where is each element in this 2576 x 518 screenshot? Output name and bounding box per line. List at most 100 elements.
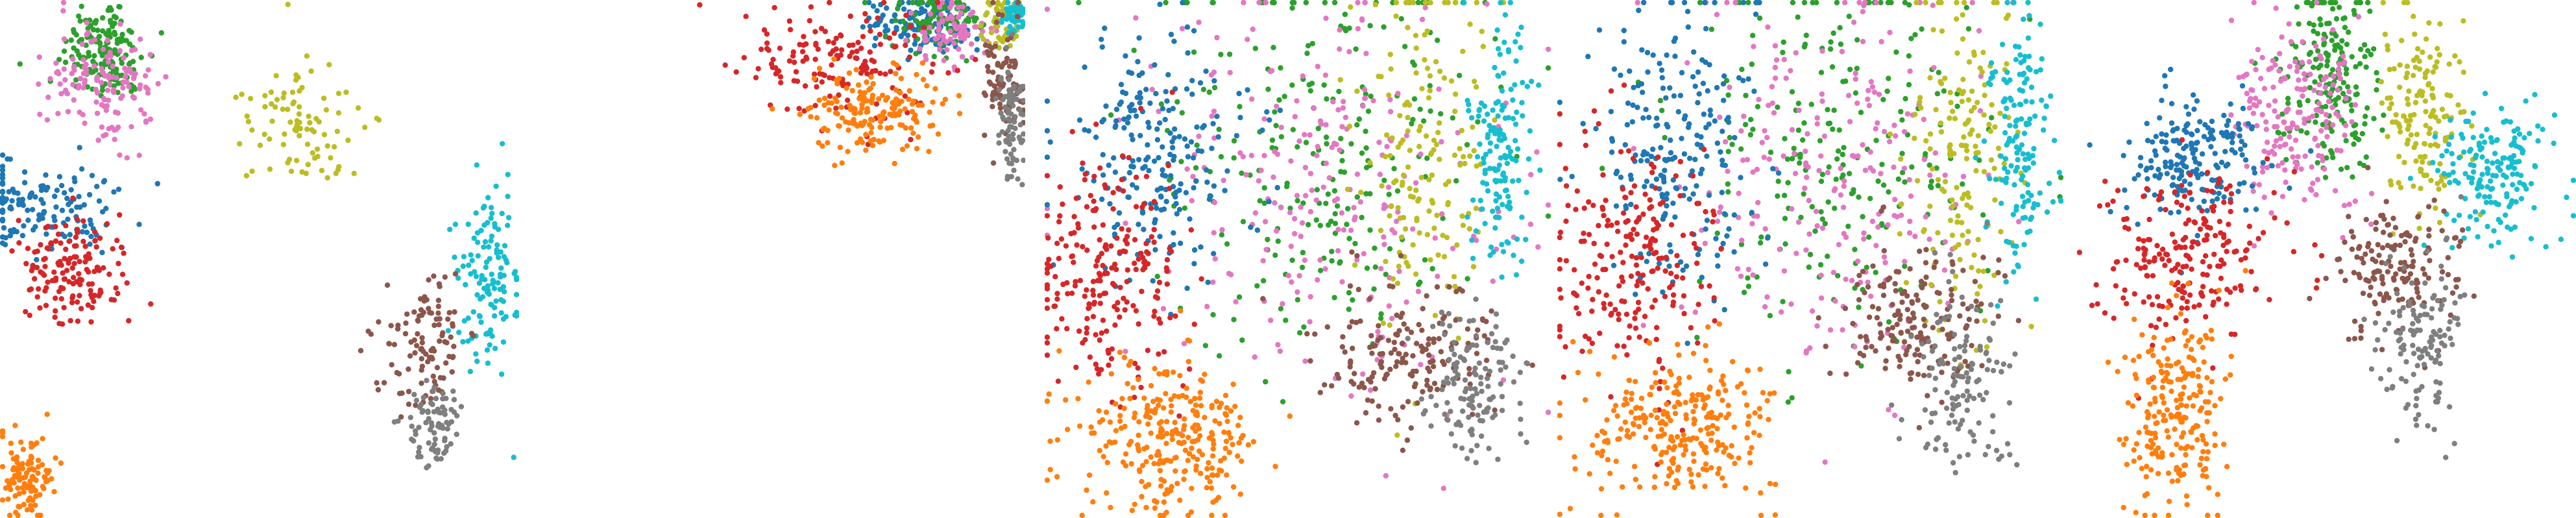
scatter-point [78, 306, 84, 312]
scatter-point [947, 29, 953, 34]
scatter-point [1446, 311, 1452, 317]
scatter-point [1097, 237, 1102, 243]
scatter-point [1789, 206, 1795, 212]
scatter-point [1873, 138, 1879, 143]
scatter-point [1869, 218, 1876, 225]
scatter-point [433, 316, 439, 322]
scatter-point [1458, 395, 1464, 401]
scatter-point [1633, 291, 1638, 297]
scatter-point [1196, 133, 1202, 140]
scatter-point [1666, 465, 1672, 472]
scatter-point [1505, 115, 1512, 121]
scatter-point [1719, 397, 1725, 403]
scatter-point [1528, 171, 1534, 178]
scatter-point [901, 6, 907, 12]
scatter-point [1090, 292, 1097, 298]
scatter-point [1575, 311, 1582, 317]
scatter-point [1832, 186, 1838, 192]
scatter-point [1674, 253, 1680, 259]
scatter-point [492, 221, 498, 227]
scatter-point [1093, 263, 1099, 269]
scatter-point [868, 85, 873, 92]
scatter-point [1642, 243, 1647, 249]
scatter-point [1287, 205, 1293, 211]
scatter-point [1156, 154, 1161, 161]
scatter-point [24, 507, 30, 513]
scatter-point [1361, 86, 1368, 93]
scatter-point [1579, 280, 1585, 286]
scatter-point [1653, 380, 1659, 386]
scatter-point [1775, 170, 1782, 176]
scatter-point [79, 228, 86, 235]
scatter-point [1499, 408, 1505, 413]
scatter-point [1679, 136, 1684, 142]
scatter-point [417, 445, 422, 450]
scatter-point [1449, 347, 1455, 352]
scatter-point [1267, 117, 1272, 123]
scatter-point [1084, 330, 1089, 336]
scatter-point [869, 117, 876, 123]
scatter-point [99, 87, 105, 93]
scatter-point [1262, 219, 1269, 225]
scatter-point [1581, 230, 1586, 236]
scatter-point [990, 0, 996, 6]
scatter-point [1818, 69, 1825, 75]
scatter-point [501, 289, 507, 295]
scatter-point [376, 319, 382, 325]
scatter-point [1011, 95, 1017, 101]
scatter-point [1819, 48, 1825, 54]
scatter-point [1473, 228, 1479, 234]
scatter-point [1156, 351, 1161, 357]
scatter-point [30, 262, 36, 269]
scatter-point [1360, 371, 1366, 377]
scatter-point [40, 201, 46, 206]
scatter-point [1601, 212, 1607, 219]
scatter-point [1139, 463, 1146, 469]
scatter-point [1642, 191, 1648, 197]
scatter-point [1007, 23, 1013, 30]
scatter-point [1261, 116, 1267, 122]
scatter-point [448, 334, 454, 340]
scatter-point [1097, 448, 1102, 454]
scatter-point [1124, 299, 1130, 305]
scatter-point [1466, 402, 1472, 408]
scatter-point [960, 34, 966, 40]
scatter-point [999, 19, 1004, 25]
scatter-point [1656, 260, 1662, 267]
scatter-point [1184, 386, 1189, 391]
scatter-point [1433, 142, 1440, 147]
scatter-point [1309, 40, 1315, 47]
scatter-point [1212, 256, 1218, 262]
scatter-point [1413, 45, 1419, 51]
scatter-point [1192, 422, 1198, 428]
scatter-point [1216, 353, 1222, 359]
scatter-point [93, 244, 99, 250]
scatter-point [1055, 378, 1062, 384]
scatter-point [1590, 297, 1596, 302]
scatter-point [869, 143, 876, 149]
scatter-point [34, 440, 40, 446]
scatter-point [1151, 314, 1157, 319]
scatter-point [33, 477, 39, 484]
scatter-point [1452, 443, 1458, 449]
scatter-point [55, 110, 61, 117]
scatter-point [1206, 89, 1212, 95]
scatter-point [415, 454, 421, 460]
scatter-point [1879, 162, 1885, 167]
scatter-point [1091, 301, 1097, 307]
scatter-point [1254, 227, 1261, 233]
scatter-point [56, 56, 62, 62]
scatter-point [123, 69, 130, 75]
scatter-point [32, 194, 38, 200]
scatter-point [1674, 434, 1681, 440]
scatter-point [1123, 349, 1128, 354]
scatter-point [1631, 84, 1636, 90]
scatter-point [1108, 112, 1114, 118]
scatter-point [1487, 140, 1494, 146]
scatter-point [1856, 304, 1862, 310]
scatter-point [1154, 273, 1160, 279]
scatter-point [867, 23, 873, 29]
scatter-point [1125, 115, 1132, 121]
scatter-point [903, 125, 908, 131]
scatter-point [90, 27, 97, 32]
